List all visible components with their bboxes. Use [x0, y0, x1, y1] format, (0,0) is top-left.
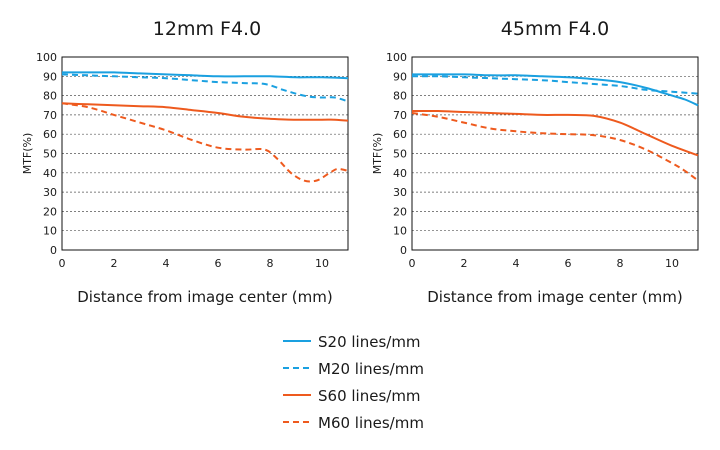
y-axis-label: MTF(%)	[371, 133, 384, 175]
y-tick-label: 70	[393, 109, 407, 122]
y-tick-label: 90	[393, 70, 407, 83]
x-tick-label: 10	[665, 257, 679, 270]
legend-label: M60 lines/mm	[318, 414, 424, 432]
chart-panel-0: 12mm F4.0 0 10 20 30 40 50 60 70 80 90 100 0 2 4 6 8 10 MT…	[21, 18, 349, 306]
legend: S20 lines/mm M20 lines/mm S60 lines/mm M60 …	[283, 333, 424, 432]
series-line-s60	[411, 109, 699, 157]
x-tick-label: 4	[513, 257, 520, 270]
x-tick-label: 8	[267, 257, 274, 270]
x-axis-label: Distance from image center (mm)	[427, 288, 682, 306]
y-tick-label: 80	[393, 90, 407, 103]
y-tick-label: 70	[43, 109, 57, 122]
y-tick-label: 30	[393, 186, 407, 199]
y-tick-label: 10	[43, 225, 57, 238]
series-line-m20	[61, 73, 349, 103]
y-tick-label: 50	[43, 148, 57, 161]
y-tick-label: 40	[393, 167, 407, 180]
y-tick-label: 60	[43, 128, 57, 141]
y-tick-label: 80	[43, 90, 57, 103]
chart-title: 12mm F4.0	[153, 18, 261, 40]
x-tick-label: 2	[111, 257, 118, 270]
y-tick-label: 100	[386, 51, 407, 64]
x-tick-label: 2	[461, 257, 468, 270]
x-tick-label: 10	[315, 257, 329, 270]
x-tick-label: 8	[617, 257, 624, 270]
x-axis-label: Distance from image center (mm)	[77, 288, 332, 306]
y-tick-label: 50	[393, 148, 407, 161]
plot-frame	[61, 56, 349, 251]
chart-panel-1: 45mm F4.0 0 10 20 30 40 50 60 70 80 90 100 0 2 4 6 8 10 MT…	[371, 18, 699, 306]
series-line-s20	[412, 73, 699, 107]
y-tick-label: 0	[400, 244, 407, 257]
y-axis-label: MTF(%)	[21, 133, 34, 175]
y-tick-label: 40	[43, 167, 57, 180]
legend-label: M20 lines/mm	[318, 360, 424, 378]
y-tick-label: 0	[50, 244, 57, 257]
y-tick-label: 30	[43, 186, 57, 199]
y-tick-label: 10	[393, 225, 407, 238]
series-line-s60	[61, 102, 349, 122]
series-line-m20	[411, 75, 699, 95]
x-tick-label: 0	[409, 257, 416, 270]
y-tick-label: 60	[393, 128, 407, 141]
y-tick-label: 20	[393, 205, 407, 218]
legend-label: S60 lines/mm	[318, 387, 421, 405]
legend-label: S20 lines/mm	[318, 333, 421, 351]
series-line-m60	[61, 102, 349, 183]
x-tick-label: 6	[215, 257, 222, 270]
plot-frame	[411, 56, 699, 251]
y-tick-label: 20	[43, 205, 57, 218]
chart-title: 45mm F4.0	[501, 18, 609, 40]
y-tick-label: 90	[43, 70, 57, 83]
y-tick-label: 100	[36, 51, 57, 64]
x-tick-label: 6	[565, 257, 572, 270]
x-tick-label: 0	[59, 257, 66, 270]
series-line-s20	[62, 71, 349, 80]
x-tick-label: 4	[163, 257, 170, 270]
series-line-m60	[411, 112, 699, 182]
